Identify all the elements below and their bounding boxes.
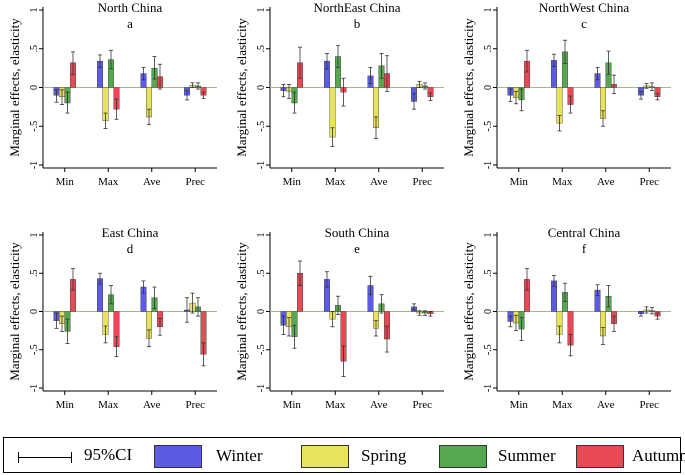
x-tick-label: Prec: [412, 176, 432, 188]
y-tick-label: -1: [256, 161, 267, 169]
x-tick-label: Ave: [597, 176, 615, 188]
chart-panel-2: 1 .5 0 -.5 -1 Marginal effects, elasticity Nor…: [234, 0, 444, 188]
x-tick-label: Max: [552, 399, 573, 411]
y-tick-label: .5: [256, 45, 267, 53]
panel-sublabel: c: [581, 16, 587, 31]
panel-title: NorthEast China: [313, 0, 400, 15]
y-tick-label: 0: [256, 309, 267, 314]
y-tick-label: 1: [256, 8, 267, 13]
chart-panel-3: 1 .5 0 -.5 -1 Marginal effects, elasticity Nor…: [461, 0, 671, 188]
y-tick-label: .5: [256, 270, 267, 278]
x-tick-label: Max: [98, 399, 119, 411]
x-tick-label: Max: [98, 176, 119, 188]
x-tick-label: Ave: [143, 176, 161, 188]
y-tick-label: .5: [483, 45, 494, 53]
panel-sublabel: a: [127, 16, 133, 31]
x-tick-label: Prec: [639, 176, 659, 188]
x-tick-label: Ave: [143, 399, 161, 411]
y-tick-label: 0: [483, 309, 494, 314]
y-tick-label: 0: [256, 85, 267, 90]
x-tick-label: Ave: [370, 399, 388, 411]
x-tick-label: Min: [283, 399, 302, 411]
panel-title: Central China: [548, 225, 621, 240]
y-tick-label: 1: [256, 233, 267, 238]
x-tick-label: Prec: [185, 176, 205, 188]
legend-swatch-autumn: [576, 445, 624, 468]
y-tick-label: 0: [29, 309, 40, 314]
x-tick-label: Ave: [597, 399, 615, 411]
chart-panel-5: 1 .5 0 -.5 -1 Marginal effects, elasticity Sou…: [234, 225, 444, 411]
y-tick-label: 1: [29, 8, 40, 13]
y-axis-title: Marginal effects, elasticity: [461, 242, 476, 381]
y-tick-label: -1: [483, 161, 494, 169]
y-axis-title: Marginal effects, elasticity: [7, 18, 22, 157]
legend-swatch-winter: [154, 445, 202, 468]
x-tick-label: Prec: [639, 399, 659, 411]
y-tick-label: 0: [483, 85, 494, 90]
legend-label-spring: Spring: [361, 446, 407, 465]
y-tick-label: -.5: [29, 121, 40, 132]
panel-sublabel: b: [354, 16, 361, 31]
ci-legend-label: 95%CI: [84, 445, 133, 464]
x-tick-label: Max: [325, 176, 346, 188]
x-tick-label: Min: [283, 176, 302, 188]
y-axis-title: Marginal effects, elasticity: [234, 18, 249, 157]
legend-label-summer: Summer: [498, 446, 556, 465]
x-tick-label: Max: [325, 399, 346, 411]
y-tick-label: -.5: [256, 344, 267, 355]
x-tick-label: Max: [552, 176, 573, 188]
y-axis-title: Marginal effects, elasticity: [461, 18, 476, 157]
y-tick-label: -.5: [256, 121, 267, 132]
y-tick-label: 1: [483, 8, 494, 13]
y-tick-label: 1: [483, 233, 494, 238]
x-tick-label: Prec: [185, 399, 205, 411]
x-tick-label: Ave: [370, 176, 388, 188]
panel-title: NorthWest China: [539, 0, 630, 15]
y-axis-title: Marginal effects, elasticity: [7, 242, 22, 381]
legend-label-winter: Winter: [216, 446, 263, 465]
chart-panel-1: 1 .5 0 -.5 -1 Marginal effects, elasticity Nor…: [7, 0, 217, 188]
ci-legend-symbol: [18, 452, 72, 463]
y-tick-label: -1: [29, 384, 40, 392]
x-tick-label: Min: [56, 176, 75, 188]
legend-label-autumn: Autumn: [632, 446, 685, 465]
panel-title: East China: [102, 225, 159, 240]
x-tick-label: Min: [510, 399, 529, 411]
x-tick-label: Min: [56, 399, 75, 411]
legend-swatch-summer: [439, 445, 487, 468]
y-tick-label: 0: [29, 85, 40, 90]
panel-title: North China: [98, 0, 163, 15]
chart-panel-6: 1 .5 0 -.5 -1 Marginal effects, elasticity Cen…: [461, 225, 671, 411]
panel-sublabel: e: [354, 241, 360, 256]
y-tick-label: -1: [256, 384, 267, 392]
panel-title: South China: [325, 225, 390, 240]
y-tick-label: 1: [29, 233, 40, 238]
y-tick-label: -.5: [483, 344, 494, 355]
y-tick-label: .5: [29, 270, 40, 278]
y-tick-label: -1: [483, 384, 494, 392]
y-tick-label: -1: [29, 161, 40, 169]
legend-swatch-spring: [301, 445, 349, 468]
y-tick-label: .5: [483, 270, 494, 278]
legend: 95%CI Winter Spring Summer Autumn: [3, 437, 685, 473]
x-tick-label: Min: [510, 176, 529, 188]
panel-sublabel: d: [127, 241, 134, 256]
y-tick-label: .5: [29, 45, 40, 53]
x-tick-label: Prec: [412, 399, 432, 411]
y-axis-title: Marginal effects, elasticity: [234, 242, 249, 381]
chart-panel-4: 1 .5 0 -.5 -1 Marginal effects, elasticity Eas…: [7, 225, 217, 411]
y-tick-label: -.5: [29, 344, 40, 355]
panel-sublabel: f: [582, 241, 587, 256]
y-tick-label: -.5: [483, 121, 494, 132]
